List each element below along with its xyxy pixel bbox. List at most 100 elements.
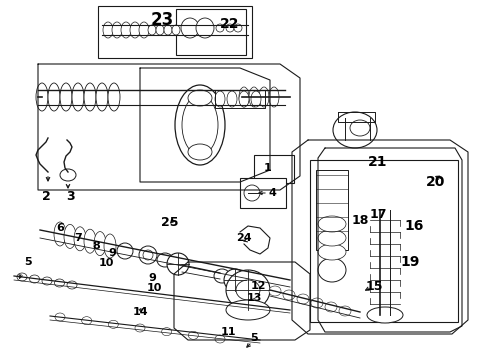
- Ellipse shape: [188, 331, 198, 339]
- Text: 12: 12: [250, 281, 266, 291]
- Ellipse shape: [139, 22, 149, 38]
- Ellipse shape: [96, 83, 108, 111]
- Text: 25: 25: [161, 216, 179, 229]
- Ellipse shape: [297, 294, 309, 304]
- Ellipse shape: [117, 243, 133, 259]
- Ellipse shape: [188, 90, 212, 106]
- Ellipse shape: [135, 324, 145, 332]
- Ellipse shape: [139, 246, 157, 264]
- Ellipse shape: [259, 87, 269, 107]
- Ellipse shape: [239, 87, 249, 107]
- Ellipse shape: [84, 229, 96, 253]
- Ellipse shape: [112, 22, 122, 38]
- Ellipse shape: [108, 320, 118, 328]
- Bar: [310, 160, 458, 322]
- Ellipse shape: [318, 244, 346, 260]
- Ellipse shape: [196, 18, 214, 38]
- Ellipse shape: [72, 83, 84, 111]
- Ellipse shape: [283, 290, 295, 300]
- Ellipse shape: [103, 22, 113, 38]
- Text: 21: 21: [368, 155, 388, 169]
- Ellipse shape: [94, 231, 106, 256]
- Ellipse shape: [269, 87, 279, 107]
- Ellipse shape: [251, 91, 261, 107]
- Ellipse shape: [224, 269, 246, 291]
- Text: 23: 23: [150, 11, 173, 29]
- Ellipse shape: [29, 275, 40, 283]
- Ellipse shape: [108, 83, 120, 111]
- Ellipse shape: [236, 280, 260, 300]
- Ellipse shape: [60, 83, 72, 111]
- Ellipse shape: [148, 25, 156, 35]
- Ellipse shape: [157, 253, 173, 267]
- Ellipse shape: [215, 91, 225, 107]
- Ellipse shape: [214, 269, 230, 283]
- Ellipse shape: [339, 306, 351, 316]
- Text: 11: 11: [220, 327, 236, 337]
- Text: 15: 15: [365, 279, 383, 292]
- Bar: [240, 178, 286, 208]
- Text: 6: 6: [56, 223, 64, 233]
- Ellipse shape: [215, 335, 225, 343]
- Bar: [176, 9, 246, 55]
- Ellipse shape: [333, 112, 377, 148]
- Text: 24: 24: [236, 233, 252, 243]
- Text: 4: 4: [268, 188, 276, 198]
- Text: 10: 10: [98, 258, 114, 268]
- Ellipse shape: [188, 144, 212, 160]
- Text: 9: 9: [148, 273, 156, 283]
- Ellipse shape: [156, 25, 164, 35]
- Ellipse shape: [143, 250, 153, 260]
- Text: 8: 8: [92, 241, 100, 251]
- Ellipse shape: [318, 258, 346, 282]
- Text: 3: 3: [66, 189, 74, 202]
- Text: 5: 5: [24, 257, 32, 267]
- Ellipse shape: [42, 277, 52, 285]
- Ellipse shape: [54, 222, 66, 246]
- Ellipse shape: [234, 24, 242, 32]
- Ellipse shape: [48, 83, 60, 111]
- Ellipse shape: [55, 313, 65, 321]
- Ellipse shape: [164, 25, 172, 35]
- Text: 14: 14: [132, 307, 148, 317]
- Ellipse shape: [60, 169, 76, 181]
- Ellipse shape: [226, 24, 234, 32]
- Ellipse shape: [227, 91, 237, 107]
- Ellipse shape: [84, 83, 96, 111]
- Ellipse shape: [167, 253, 189, 275]
- Ellipse shape: [36, 83, 48, 111]
- Ellipse shape: [226, 270, 270, 310]
- Text: 17: 17: [369, 207, 387, 220]
- Bar: [254, 155, 294, 183]
- Ellipse shape: [226, 300, 270, 320]
- Ellipse shape: [121, 22, 131, 38]
- Text: 10: 10: [147, 283, 162, 293]
- Ellipse shape: [104, 234, 116, 258]
- Text: 7: 7: [74, 233, 82, 243]
- Text: 18: 18: [351, 213, 368, 226]
- Ellipse shape: [64, 224, 76, 248]
- Ellipse shape: [130, 22, 140, 38]
- Ellipse shape: [67, 281, 77, 289]
- Bar: [316, 170, 348, 250]
- Text: 13: 13: [246, 293, 262, 303]
- Ellipse shape: [239, 91, 249, 107]
- Ellipse shape: [17, 273, 27, 281]
- Ellipse shape: [249, 87, 259, 107]
- Ellipse shape: [216, 24, 224, 32]
- Text: 2: 2: [42, 189, 50, 202]
- Text: 22: 22: [220, 17, 240, 31]
- Ellipse shape: [318, 216, 346, 232]
- Ellipse shape: [269, 286, 281, 296]
- Ellipse shape: [172, 25, 180, 35]
- Text: 1: 1: [264, 163, 272, 173]
- Text: 5: 5: [250, 333, 258, 343]
- Ellipse shape: [325, 302, 337, 312]
- Text: 9: 9: [108, 248, 116, 258]
- Ellipse shape: [175, 85, 225, 165]
- Ellipse shape: [181, 18, 199, 38]
- Ellipse shape: [244, 185, 260, 201]
- Ellipse shape: [74, 227, 86, 251]
- Ellipse shape: [54, 279, 65, 287]
- Ellipse shape: [82, 317, 92, 325]
